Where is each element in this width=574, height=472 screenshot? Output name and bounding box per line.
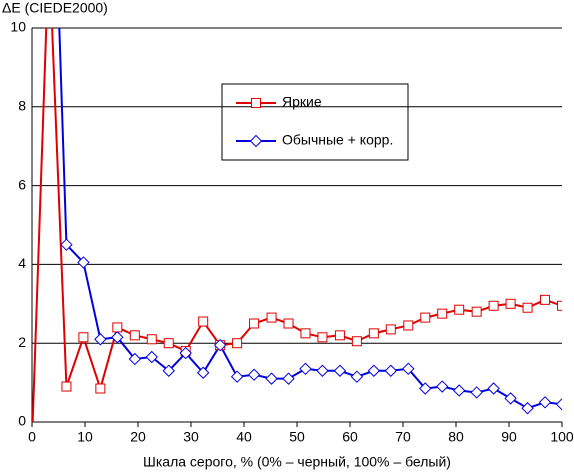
x-tick-label: 30 — [183, 429, 199, 445]
y-tick-label: 8 — [18, 98, 26, 114]
marker — [367, 364, 381, 377]
marker — [196, 366, 210, 379]
marker — [77, 256, 90, 269]
marker — [540, 294, 551, 305]
marker — [333, 364, 347, 377]
y-tick-label: 0 — [18, 413, 26, 429]
marker — [78, 332, 89, 343]
marker — [299, 362, 312, 376]
marker — [557, 300, 562, 311]
marker — [436, 380, 449, 393]
marker — [452, 384, 466, 397]
marker — [505, 298, 516, 309]
marker — [384, 364, 398, 377]
x-tick-label: 10 — [77, 429, 93, 445]
marker — [179, 346, 192, 360]
marker — [454, 304, 465, 315]
marker — [538, 396, 552, 409]
marker — [94, 333, 107, 346]
marker — [283, 318, 294, 329]
marker — [419, 382, 432, 395]
marker — [61, 381, 72, 392]
marker — [128, 352, 142, 366]
x-tick-label: 70 — [395, 429, 411, 445]
marker — [198, 316, 209, 327]
x-tick-label: 40 — [236, 429, 252, 445]
x-tick-label: 0 — [28, 429, 36, 445]
y-tick-label: 10 — [10, 19, 26, 35]
marker — [471, 306, 482, 317]
marker — [247, 368, 261, 381]
marker — [488, 300, 499, 311]
x-tick-label: 80 — [448, 429, 464, 445]
x-tick-label: 60 — [342, 429, 358, 445]
x-tick-label: 50 — [289, 429, 305, 445]
x-axis-title: Шкала серого, % (0% – черный, 100% – бел… — [143, 454, 451, 470]
y-tick-label: 4 — [18, 255, 26, 271]
marker — [249, 134, 263, 148]
y-tick-label: 2 — [18, 334, 26, 350]
marker — [504, 392, 517, 405]
marker — [266, 312, 277, 323]
marker — [522, 302, 533, 313]
marker — [129, 330, 140, 341]
marker — [265, 372, 278, 385]
marker — [60, 238, 73, 251]
plot-area — [32, 28, 562, 422]
marker — [251, 98, 261, 108]
marker — [420, 312, 431, 323]
marker — [317, 332, 328, 343]
marker — [334, 330, 345, 341]
marker — [470, 386, 483, 399]
marker — [163, 338, 174, 349]
x-tick-label: 20 — [130, 429, 146, 445]
marker — [368, 328, 379, 339]
marker — [437, 308, 448, 319]
marker — [403, 320, 414, 331]
marker — [232, 338, 243, 349]
marker — [300, 328, 311, 339]
marker — [385, 324, 396, 335]
marker — [249, 318, 260, 329]
legend-box — [221, 83, 409, 161]
x-tick-label: 100 — [550, 429, 574, 445]
marker — [111, 331, 124, 344]
marker — [145, 350, 158, 364]
marker — [146, 334, 157, 345]
y-tick-label: 6 — [18, 176, 26, 192]
marker — [402, 362, 415, 376]
legend-label: Обычные + корр. — [282, 132, 393, 148]
marker — [230, 370, 244, 383]
legend-label: Яркие — [282, 94, 322, 110]
y-axis-title: ΔE (CIEDE2000) — [2, 0, 108, 16]
marker — [487, 382, 500, 395]
x-tick-label: 90 — [501, 429, 517, 445]
marker — [350, 370, 364, 383]
marker — [282, 372, 295, 385]
marker — [95, 383, 106, 394]
marker — [521, 402, 534, 415]
marker — [213, 338, 227, 352]
series-line — [32, 28, 562, 422]
marker — [555, 398, 562, 411]
marker — [316, 364, 329, 377]
marker — [112, 322, 123, 333]
marker — [162, 364, 175, 377]
marker — [351, 336, 362, 347]
